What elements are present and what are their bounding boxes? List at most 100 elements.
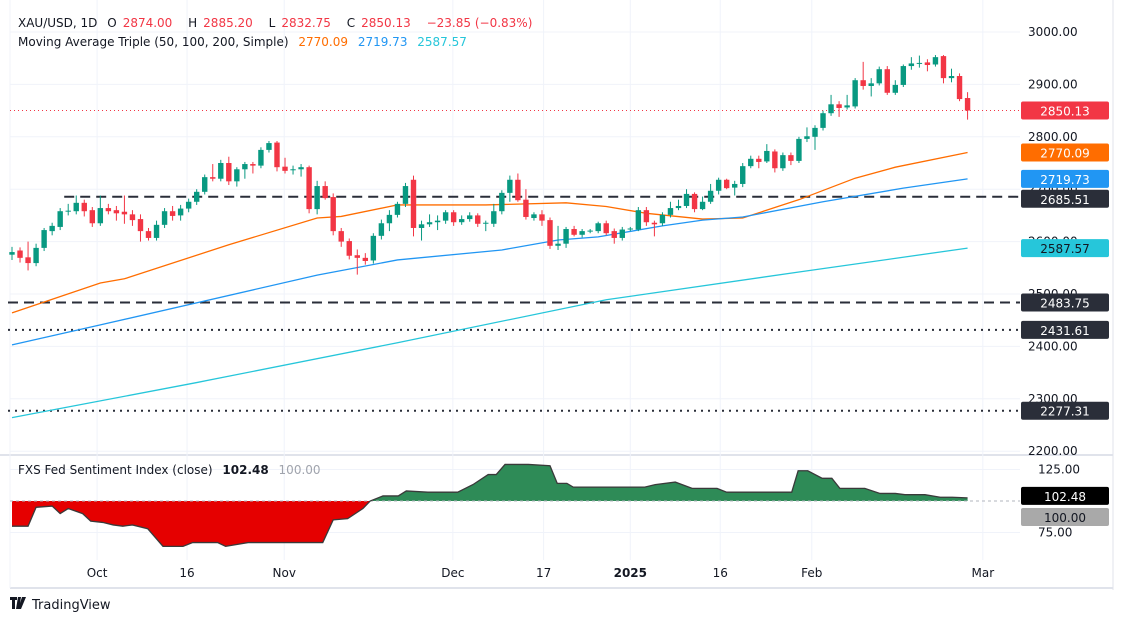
candle-body bbox=[507, 179, 513, 193]
indicator-baseline-label: 100.00 bbox=[1044, 511, 1086, 525]
ma50-value: 2770.09 bbox=[298, 35, 348, 49]
candle bbox=[748, 155, 754, 169]
candle bbox=[33, 243, 39, 267]
candle bbox=[507, 175, 513, 202]
candle-body bbox=[314, 186, 320, 210]
candle-body bbox=[266, 143, 272, 150]
candle-body bbox=[442, 212, 449, 221]
candle bbox=[908, 57, 915, 70]
candle bbox=[282, 157, 288, 174]
candle bbox=[611, 228, 617, 244]
candle-body bbox=[234, 169, 240, 182]
candle-body bbox=[202, 177, 208, 192]
candle-body bbox=[860, 80, 866, 86]
candle bbox=[49, 222, 55, 236]
candle bbox=[884, 66, 890, 95]
candle bbox=[137, 214, 144, 242]
candle-body bbox=[475, 215, 481, 224]
candle bbox=[322, 181, 328, 200]
candle-body bbox=[458, 219, 465, 223]
level-label-bg bbox=[1021, 293, 1109, 312]
change-value: −23.85 (−0.83%) bbox=[426, 16, 533, 30]
candle bbox=[844, 94, 850, 110]
indicator-baseline-label-bg bbox=[1021, 508, 1109, 526]
candle-body bbox=[282, 166, 288, 171]
candle bbox=[555, 225, 561, 250]
candle-body bbox=[844, 105, 850, 108]
x-tick-label: 17 bbox=[536, 566, 551, 580]
y-tick-label: 2900.00 bbox=[1028, 77, 1078, 91]
candle-body bbox=[113, 210, 120, 214]
candle-body bbox=[611, 231, 617, 238]
candle-body bbox=[306, 167, 312, 210]
candle bbox=[667, 201, 674, 218]
candle bbox=[426, 214, 433, 227]
candle bbox=[105, 203, 112, 215]
candle-body bbox=[619, 229, 625, 238]
candle bbox=[924, 59, 931, 72]
ma-title: Moving Average Triple (50, 100, 200, Sim… bbox=[18, 35, 289, 49]
candle-body bbox=[555, 243, 561, 246]
candle bbox=[434, 215, 441, 231]
candle-body bbox=[948, 76, 955, 79]
indicator-value-label-bg bbox=[1021, 486, 1109, 505]
candle bbox=[362, 253, 369, 265]
x-tick-label: 16 bbox=[713, 566, 728, 580]
level-label: 2483.75 bbox=[1040, 297, 1090, 311]
candle-body bbox=[330, 197, 336, 232]
y-tick-label: 2800.00 bbox=[1028, 130, 1078, 144]
candle-body bbox=[732, 183, 738, 188]
y-tick-label: 2200.00 bbox=[1028, 444, 1078, 458]
brand-name[interactable]: TradingView bbox=[32, 597, 111, 613]
ma200-value: 2587.57 bbox=[417, 35, 467, 49]
candle-body bbox=[185, 201, 192, 209]
candle bbox=[17, 247, 23, 263]
candle bbox=[756, 155, 762, 169]
candle bbox=[290, 165, 296, 175]
candle bbox=[619, 226, 625, 241]
candle-body bbox=[49, 225, 55, 232]
candle-body bbox=[932, 57, 939, 65]
candle-body bbox=[290, 169, 296, 171]
x-tick-label: Feb bbox=[801, 566, 822, 580]
candle-body bbox=[908, 63, 915, 67]
candle bbox=[153, 220, 160, 241]
candle bbox=[177, 204, 184, 221]
candle bbox=[932, 55, 939, 67]
footer: TradingView bbox=[10, 597, 111, 613]
candle bbox=[370, 233, 377, 264]
candle-body bbox=[145, 231, 152, 238]
candle bbox=[418, 220, 425, 241]
candle bbox=[330, 193, 336, 236]
candle-body bbox=[675, 205, 682, 209]
sentiment-area-negative bbox=[12, 501, 968, 547]
candle-body bbox=[338, 231, 344, 242]
candle bbox=[402, 182, 409, 208]
candle bbox=[812, 125, 818, 150]
candle bbox=[250, 161, 256, 174]
candle bbox=[57, 208, 63, 231]
level-label: 2431.61 bbox=[1040, 324, 1090, 338]
candle-body bbox=[402, 186, 409, 204]
candle bbox=[458, 215, 465, 225]
candle-body bbox=[25, 257, 31, 264]
level-label-bg bbox=[1021, 401, 1109, 420]
candle bbox=[651, 220, 658, 237]
candle-body bbox=[683, 193, 690, 206]
candle bbox=[956, 73, 963, 102]
candle-body bbox=[467, 215, 473, 220]
candle-body bbox=[169, 211, 176, 216]
indicator-tick-label: 125.00 bbox=[1038, 463, 1080, 477]
candle bbox=[900, 64, 907, 88]
candle bbox=[876, 66, 882, 86]
candle-body bbox=[515, 179, 521, 201]
candle-body bbox=[89, 210, 95, 224]
candle bbox=[202, 174, 208, 195]
indicator-tick-label: 75.00 bbox=[1038, 526, 1072, 540]
candle-body bbox=[523, 199, 529, 217]
candle-body bbox=[740, 166, 746, 184]
candle-body bbox=[587, 230, 593, 232]
candle bbox=[515, 173, 521, 202]
symbol-legend: XAU/USD, 1D O 2874.00 H 2885.20 L 2832.75 C… bbox=[18, 16, 538, 30]
